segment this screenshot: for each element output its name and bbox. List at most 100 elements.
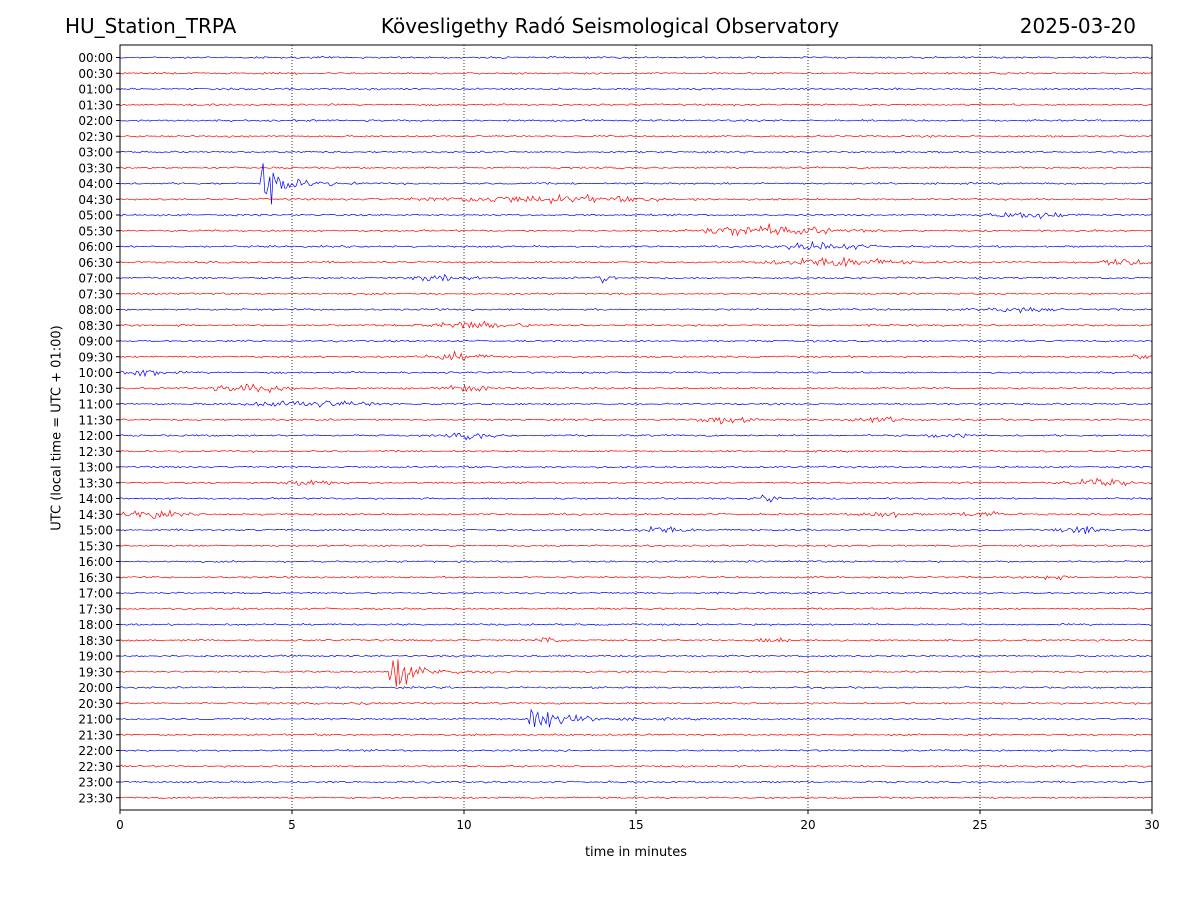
trace-0200 [119,119,1153,122]
trace-1000 [119,369,1153,378]
y-tick-label: 19:30 [78,665,113,679]
trace-2100 [119,708,1153,728]
trace-0900 [119,339,1153,343]
y-tick-label: 15:00 [78,524,113,538]
y-tick-label: 00:00 [78,51,113,65]
x-tick-label: 0 [116,818,124,832]
trace-2200 [119,748,1153,753]
trace-0430 [119,193,1153,205]
trace-1500 [119,525,1153,534]
trace-1630 [119,575,1153,581]
trace-0230 [119,134,1153,138]
station-name: HU_Station_TRPA [65,14,237,38]
y-tick-label: 07:30 [78,287,113,301]
y-tick-label: 20:30 [78,697,113,711]
y-tick-label: 22:00 [78,744,113,758]
y-tick-label: 01:30 [78,98,113,112]
trace-1030 [119,383,1153,394]
trace-1100 [119,400,1153,408]
trace-1930 [119,659,1153,687]
y-tick-label: 13:30 [78,476,113,490]
y-tick-label: 03:30 [78,161,113,175]
y-tick-label: 19:00 [78,650,113,664]
trace-1730 [119,607,1153,611]
trace-1130 [119,416,1153,425]
y-tick-label: 21:30 [78,728,113,742]
y-tick-label: 23:00 [78,776,113,790]
y-tick-label: 13:00 [78,461,113,475]
y-tick-label: 20:00 [78,681,113,695]
trace-0400 [119,163,1153,205]
y-tick-label: 11:30 [78,413,113,427]
y-tick-label: 14:30 [78,508,113,522]
y-tick-label: 06:30 [78,256,113,270]
trace-2300 [119,780,1153,784]
x-tick-label: 15 [628,818,643,832]
y-tick-label: 08:00 [78,303,113,317]
trace-1800 [119,622,1153,626]
trace-0030 [120,71,1153,75]
y-tick-label: 16:30 [78,571,113,585]
y-tick-label: 17:00 [78,587,113,601]
trace-2000 [119,685,1153,690]
trace-0330 [119,166,1153,170]
y-tick-label: 10:30 [78,382,113,396]
y-tick-label: 14:00 [78,492,113,506]
trace-1600 [119,559,1153,564]
trace-0600 [119,240,1153,251]
y-tick-label: 04:00 [78,177,113,191]
trace-0800 [119,306,1153,314]
x-tick-label: 30 [1144,818,1159,832]
plot-title: Kövesligethy Radó Seismological Observat… [380,14,840,38]
y-tick-label: 12:30 [78,445,113,459]
trace-1400 [119,494,1153,503]
y-tick-label: 09:00 [78,335,113,349]
y-tick-label: 17:30 [78,602,113,616]
y-tick-label: 09:30 [78,350,113,364]
trace-0830 [119,320,1153,330]
y-tick-label: 05:30 [78,224,113,238]
trace-2130 [119,733,1153,737]
trace-1300 [119,465,1152,469]
y-tick-label: 07:00 [78,272,113,286]
trace-0630 [119,257,1153,268]
plot-date: 2025-03-20 [1019,14,1136,38]
trace-0130 [119,103,1153,107]
y-tick-label: 01:00 [78,83,113,97]
y-tick-label: 02:00 [78,114,113,128]
y-tick-label: 00:30 [78,67,113,81]
y-tick-label: 16:00 [78,555,113,569]
y-axis-label: UTC (local time = UTC + 01:00) [49,325,65,531]
trace-0730 [119,292,1153,296]
trace-0300 [119,150,1153,154]
trace-1830 [119,636,1153,643]
x-tick-label: 5 [288,818,296,832]
x-tick-label: 10 [456,818,471,832]
trace-2030 [119,701,1153,706]
trace-1900 [119,654,1153,658]
y-tick-label: 08:30 [78,319,113,333]
x-tick-label: 25 [972,818,987,832]
trace-0700 [119,273,1153,284]
trace-0100 [119,87,1152,91]
trace-2230 [119,764,1152,768]
y-tick-label: 23:30 [78,791,113,805]
y-tick-label: 22:30 [78,760,113,774]
trace-0000 [119,55,1153,60]
y-tick-label: 10:00 [78,366,113,380]
trace-1200 [119,432,1153,441]
trace-1430 [119,509,1153,519]
trace-1230 [119,449,1153,453]
trace-2330 [119,796,1153,800]
trace-1330 [119,477,1153,487]
y-tick-label: 15:30 [78,539,113,553]
y-tick-label: 02:30 [78,130,113,144]
y-tick-label: 11:00 [78,398,113,412]
trace-0930 [119,350,1153,361]
y-tick-label: 12:00 [78,429,113,443]
y-tick-label: 18:00 [78,618,113,632]
trace-1530 [119,544,1153,548]
y-tick-label: 03:00 [78,146,113,160]
y-tick-label: 06:00 [78,240,113,254]
